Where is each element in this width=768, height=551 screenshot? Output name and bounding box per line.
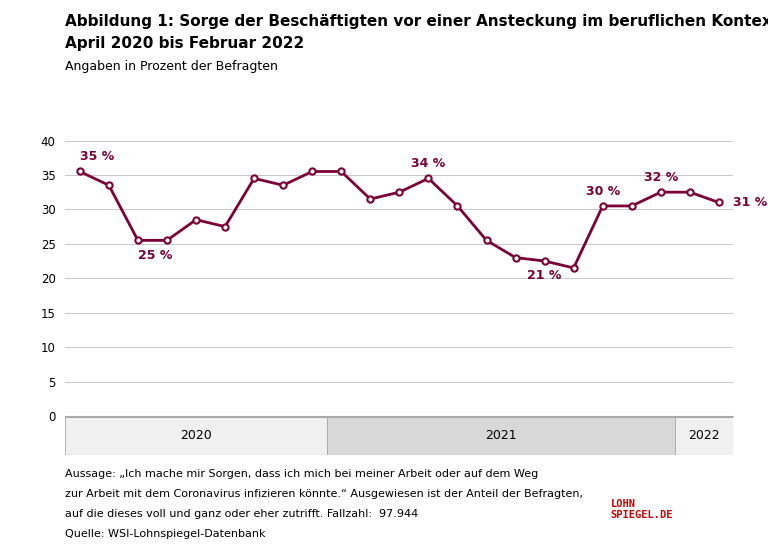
Text: Abbildung 1: Sorge der Beschäftigten vor einer Ansteckung im beruflichen Kontext: Abbildung 1: Sorge der Beschäftigten vor… — [65, 14, 768, 29]
Text: auf die dieses voll und ganz oder eher zutrifft. Fallzahl:  97.944: auf die dieses voll und ganz oder eher z… — [65, 509, 419, 519]
Text: 30 %: 30 % — [585, 185, 620, 198]
Text: 21 %: 21 % — [528, 269, 562, 282]
Text: 25 %: 25 % — [138, 249, 172, 262]
Text: Quelle: WSI-Lohnspiegel-Datenbank: Quelle: WSI-Lohnspiegel-Datenbank — [65, 529, 266, 539]
Text: 2020: 2020 — [180, 429, 212, 442]
Text: 35 %: 35 % — [80, 150, 114, 163]
Text: 34 %: 34 % — [412, 157, 445, 170]
Text: 2021: 2021 — [485, 429, 517, 442]
Text: 31 %: 31 % — [733, 196, 768, 209]
Text: 2022: 2022 — [689, 429, 720, 442]
Bar — [675, 417, 733, 455]
Text: Angaben in Prozent der Befragten: Angaben in Prozent der Befragten — [65, 60, 278, 73]
Text: zur Arbeit mit dem Coronavirus infizieren könnte.“ Ausgewiesen ist der Anteil de: zur Arbeit mit dem Coronavirus infiziere… — [65, 489, 583, 499]
Text: Aussage: „Ich mache mir Sorgen, dass ich mich bei meiner Arbeit oder auf dem Weg: Aussage: „Ich mache mir Sorgen, dass ich… — [65, 469, 538, 479]
Bar — [326, 417, 675, 455]
Text: April 2020 bis Februar 2022: April 2020 bis Februar 2022 — [65, 36, 305, 51]
Text: 32 %: 32 % — [644, 171, 678, 184]
Text: LOHN
SPIEGEL.DE: LOHN SPIEGEL.DE — [611, 499, 673, 520]
Bar — [65, 417, 326, 455]
